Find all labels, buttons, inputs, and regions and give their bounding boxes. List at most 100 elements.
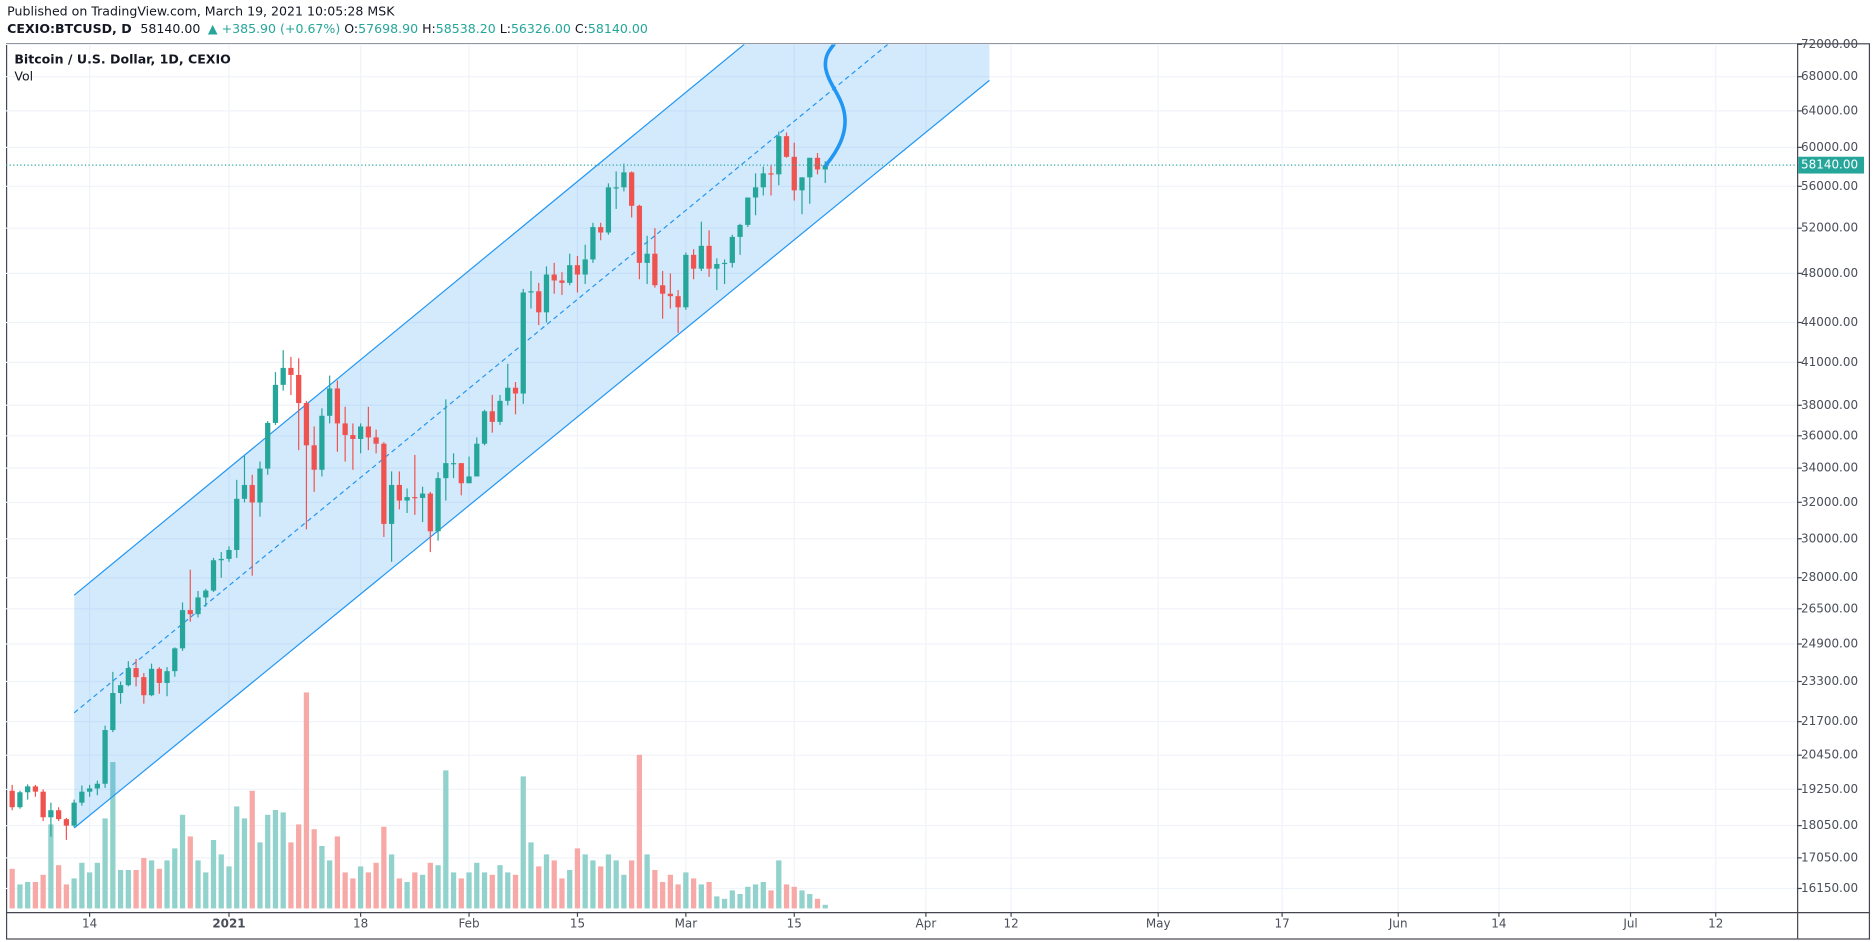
volume-bar xyxy=(745,886,751,909)
candle-body xyxy=(388,484,395,524)
volume-bar xyxy=(179,814,186,909)
volume-bar xyxy=(257,842,263,909)
volume-bar xyxy=(690,878,697,909)
volume-bar xyxy=(427,862,433,909)
volume-bar xyxy=(32,882,39,909)
candle-body xyxy=(652,253,658,286)
candle-body xyxy=(714,264,720,269)
candle-body xyxy=(474,443,480,477)
candle-body xyxy=(644,253,650,263)
candle-body xyxy=(257,468,263,503)
volume-bar xyxy=(357,866,364,909)
candle-body xyxy=(234,498,240,550)
x-tick-label: 17 xyxy=(1274,916,1289,930)
volume-bar xyxy=(234,806,240,909)
candle-body xyxy=(79,791,85,803)
volume-bar xyxy=(776,860,782,909)
candle-body xyxy=(319,415,325,470)
candle-body xyxy=(125,668,131,686)
volume-bar xyxy=(582,854,588,909)
volume-bar xyxy=(265,814,271,909)
candle-body xyxy=(543,274,550,313)
candle-body xyxy=(350,435,356,439)
y-tick-label: 68000.00 xyxy=(1801,69,1858,83)
candle-body xyxy=(71,802,77,826)
candle-body xyxy=(450,463,457,465)
candle-body xyxy=(752,187,759,198)
volume-bar xyxy=(396,878,402,909)
volume-bar xyxy=(342,872,348,909)
last-price-label: 58140.00 xyxy=(1801,158,1858,172)
candle-body xyxy=(342,423,348,436)
volume-bar xyxy=(296,824,302,909)
y-tick-label: 19250.00 xyxy=(1801,782,1858,796)
x-tick-label: 14 xyxy=(82,916,97,930)
candle-body xyxy=(536,291,542,313)
candle-body xyxy=(598,227,604,233)
volume-pane xyxy=(9,692,828,909)
volume-bar xyxy=(466,872,472,909)
last-price-box xyxy=(1798,156,1865,174)
volume-bar xyxy=(489,874,495,909)
volume-bar xyxy=(729,890,735,909)
candle-body xyxy=(241,484,248,499)
candle-body xyxy=(40,791,46,818)
candles xyxy=(9,131,828,840)
volume-bar xyxy=(388,854,395,909)
candle-body xyxy=(528,291,534,293)
candle-body xyxy=(613,187,619,189)
volume-bar xyxy=(652,870,658,909)
volume-bar xyxy=(698,884,704,909)
legend-ohlc-value: 58140.00 xyxy=(588,20,648,35)
volume-bar xyxy=(141,858,147,909)
x-tick-label: Apr xyxy=(916,916,937,930)
volume-bar xyxy=(807,894,813,909)
candle-body xyxy=(629,172,635,206)
candle-body xyxy=(706,245,712,269)
y-tick-label: 16150.00 xyxy=(1801,881,1858,895)
candle-body xyxy=(156,668,162,683)
projection-curve xyxy=(823,44,847,168)
volume-bar xyxy=(156,868,162,909)
candle-body xyxy=(334,388,341,424)
candle-body xyxy=(497,400,503,422)
channel-lower xyxy=(73,79,990,829)
legend-change: ▲ +385.90 (+0.67%) xyxy=(208,20,340,35)
candle-body xyxy=(164,671,170,683)
channel-upper xyxy=(73,44,745,596)
candle-body xyxy=(466,476,472,484)
y-tick-label: 18050.00 xyxy=(1801,818,1858,832)
candle-body xyxy=(559,280,565,283)
y-tick-label: 17050.00 xyxy=(1801,850,1858,864)
volume-bar xyxy=(373,862,379,909)
candle-body xyxy=(56,810,62,820)
y-tick-label: 34000.00 xyxy=(1801,461,1858,475)
candle-body xyxy=(265,422,271,469)
candle-body xyxy=(683,254,689,308)
candle-body xyxy=(272,384,279,423)
candle-body xyxy=(172,648,178,672)
volume-bar xyxy=(9,868,15,909)
candle-body xyxy=(567,265,573,283)
candle-body xyxy=(218,558,224,561)
volume-bar xyxy=(474,862,480,909)
candle-body xyxy=(203,590,209,598)
candle-body xyxy=(783,136,790,157)
volume-bar xyxy=(791,886,797,909)
volume-bar xyxy=(443,770,449,909)
legend-ohlc-label: H: xyxy=(422,20,436,35)
volume-bar xyxy=(737,894,743,909)
x-tick-label: 18 xyxy=(353,916,368,930)
volume-bar xyxy=(381,826,387,909)
candle-body xyxy=(512,387,519,394)
candle-body xyxy=(443,463,449,479)
x-tick-label: Jul xyxy=(1622,916,1637,930)
candle-body xyxy=(63,819,70,826)
volume-bar xyxy=(706,882,712,909)
volume-bar xyxy=(621,874,627,909)
volume-label: Vol xyxy=(14,68,33,83)
volume-bar xyxy=(280,812,286,909)
pane-title: Bitcoin / U.S. Dollar, 1D, CEXIO xyxy=(14,51,231,66)
